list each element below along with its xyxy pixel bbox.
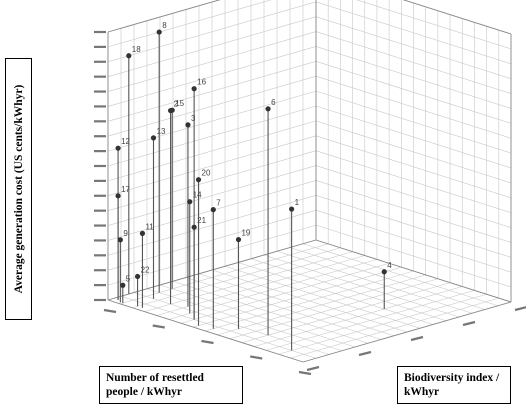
point-label: 12 [121,137,130,146]
data-point [150,135,157,141]
x-axis-tick [152,324,165,329]
point-label: 15 [175,99,184,108]
point-label: 8 [162,21,167,30]
point-label: 1 [295,198,300,207]
z-axis-tick [358,350,372,357]
data-point [187,199,193,205]
point-label: 2 [174,100,179,109]
gridlines [107,0,512,363]
data-point [185,122,191,128]
point-label: 22 [141,265,150,274]
data-point [191,224,197,230]
data-point [289,206,295,212]
data-point [265,106,271,112]
data-point [210,207,216,213]
point-label: 16 [197,78,206,87]
box-edge [302,301,512,363]
axis-ticks [94,30,526,376]
data-point [169,107,175,113]
data-point [134,273,141,280]
point-label: 5 [126,274,131,283]
point-label: 3 [191,114,196,123]
point-label: 13 [157,127,166,136]
data-point [235,236,242,243]
x-axis-label-box: Number of resettled people / kWhyr [99,366,243,404]
box-edge [107,299,304,363]
floor-gridline [224,265,421,329]
floor-gridline [241,282,451,343]
data-point [139,230,146,236]
z-axis-tick [462,320,476,327]
floor-gridline [211,269,408,333]
floor-gridline [278,293,487,355]
floor-gridline [254,286,463,347]
point-label: 17 [121,185,130,194]
z-axis-tick [514,306,526,312]
point-label: 9 [123,229,128,238]
point-label: 14 [193,191,202,200]
z-axis-label-box: Biodiversity index / kWhyr [397,366,511,404]
drop-lines [117,32,385,351]
floor-gridline [250,258,447,322]
point-label: 7 [216,199,221,208]
data-point [120,282,126,288]
x-axis-tick [250,355,263,360]
point-label: 18 [132,45,141,54]
floor-gridline [217,274,426,336]
data-point [126,53,132,59]
data-point [191,86,197,92]
point-label: 20 [202,169,211,178]
floor-gridline [276,250,473,314]
box-edge [315,239,512,303]
point-label: 4 [387,261,392,270]
point-label: 6 [271,98,276,107]
data-point [381,269,387,275]
floor-gridline [302,243,499,307]
x-axis-label: Number of resettled people / kWhyr [106,372,204,398]
x-axis-tick [201,339,214,345]
data-points [115,29,387,288]
data-point [115,145,121,151]
box-edge [402,0,512,35]
z-axis-label: Biodiversity index / kWhyr [404,372,500,398]
box-edge [107,0,221,33]
point-label: 21 [197,216,206,225]
floor-gridline [290,297,499,359]
data-point [117,237,123,243]
data-point [115,193,121,199]
floor-gridline [289,247,486,310]
point-label: 11 [145,222,154,231]
x-axis-tick [298,370,312,376]
floor-gridline [263,254,460,318]
floor-gridline [237,262,434,325]
data-point [156,29,162,35]
plot-box-edges [107,0,512,363]
z-axis-tick [410,335,424,342]
floor-gridline [266,290,475,351]
x-axis-tick [103,308,117,314]
y-axis-label-box: Average generation cost (US cents/kWhyr) [5,58,32,320]
data-point [195,177,202,183]
floor-gridline [229,278,438,340]
z-axis-tick [306,365,320,372]
y-axis-label: Average generation cost (US cents/kWhyr) [12,84,25,294]
point-label: 19 [241,229,250,238]
